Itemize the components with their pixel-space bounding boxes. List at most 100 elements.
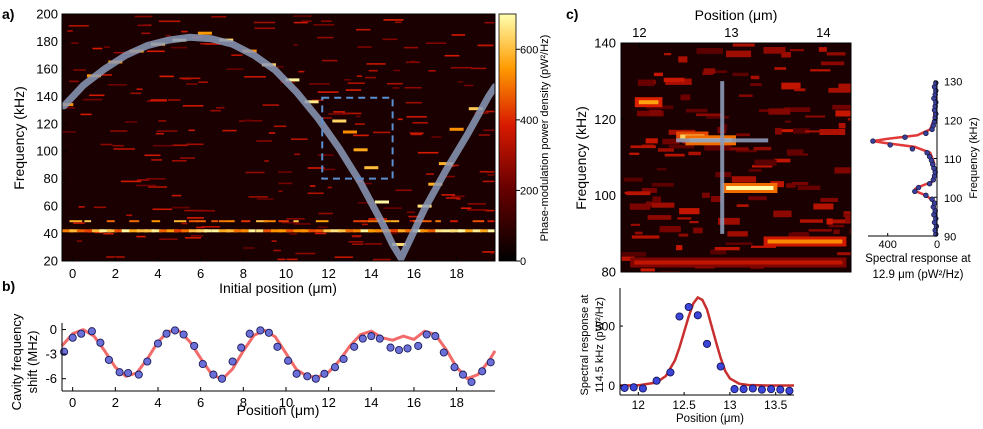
panel-b-xtick-label: 4 [154, 395, 161, 410]
heatmap-band-segment [465, 229, 473, 233]
heatmap-noise-cell [243, 247, 255, 249]
heatmap-noise-cell [843, 213, 851, 217]
heatmap-noise-cell [256, 140, 273, 142]
panel-b-data-point [422, 330, 431, 339]
panel-c-crosshair [676, 81, 769, 234]
panel-c-bottom-points [620, 302, 794, 395]
heatmap-noise-cell [172, 144, 188, 147]
heatmap-noise-cell [322, 59, 338, 62]
heatmap-noise-cell [317, 91, 339, 93]
heatmap-noise-cell [257, 198, 274, 200]
panel-c-side-data-point [887, 142, 893, 148]
heatmap-noise-cell [403, 46, 419, 49]
panel-c-bottom-data-point [629, 383, 638, 392]
heatmap-band-segment [278, 220, 289, 223]
panel-c-side-data-point [902, 134, 908, 140]
panel-c-side: 400 0 90 100 110 120 130 Frequency (kHz) Spect… [865, 77, 980, 282]
panel-c-bottom-ytick-label: 500 [595, 320, 615, 334]
heatmap-noise-cell [321, 20, 332, 22]
heatmap-noise-cell [450, 66, 473, 69]
panel-a-xtick-label: 18 [449, 266, 463, 281]
panel-c-xtick-label: 12 [632, 25, 646, 40]
panel-c-side-data-point [924, 150, 930, 156]
heatmap-noise-cell [789, 49, 804, 52]
heatmap-noise-cell [832, 104, 851, 110]
panel-c-bottom-data-point [748, 384, 757, 393]
panel-c-side-data-point [929, 196, 935, 202]
panel-b-data-point [375, 334, 384, 343]
panel-c-xlabel: Position (μm) [695, 7, 778, 23]
panel-b-data-point [403, 344, 412, 353]
panel-a-axes: 0 2 4 6 8 10 12 14 16 18 20 40 60 80 100 120 140 160 180 20… [36, 7, 464, 282]
panel-b-data-point [367, 332, 376, 341]
heatmap-noise-cell [333, 111, 345, 113]
heatmap-noise-cell [696, 113, 723, 117]
heatmap-noise-cell [314, 232, 327, 235]
heatmap-noise-cell [110, 130, 128, 132]
heatmap-band-segment [69, 229, 79, 233]
heatmap-noise-cell [386, 82, 403, 85]
heatmap-noise-cell [298, 70, 305, 73]
heatmap-noise-cell [731, 176, 757, 183]
heatmap-noise-cell [293, 21, 308, 24]
panel-a-xtick-label: 14 [364, 266, 378, 281]
heatmap-noise-cell [231, 54, 243, 56]
heatmap-peak [638, 100, 659, 105]
heatmap-noise-cell [677, 217, 692, 220]
heatmap-noise-cell [794, 88, 806, 92]
heatmap-band-segment [211, 220, 218, 223]
heatmap-noise-cell [395, 21, 402, 24]
heatmap-band-segment [375, 229, 388, 233]
heatmap-noise-cell [190, 235, 204, 237]
heatmap-band-segment [487, 220, 495, 223]
panel-b-data-point [386, 343, 395, 352]
heatmap-noise-cell [136, 235, 146, 238]
heatmap-band-segment [233, 229, 246, 233]
heatmap-noise-cell [818, 47, 827, 52]
heatmap-noise-cell [826, 52, 846, 56]
panel-b-data-point [217, 374, 227, 383]
heatmap-band-segment [106, 220, 115, 223]
heatmap-band-segment [174, 229, 185, 233]
heatmap-noise-cell [634, 231, 643, 235]
heatmap-noise-cell [751, 165, 773, 168]
heatmap-noise-cell [406, 116, 427, 118]
panel-b-data-point [311, 374, 320, 383]
heatmap-band-segment [315, 220, 329, 223]
panel-c-ylabel: Frequency (kHz) [573, 106, 589, 209]
panel-c-bottom-data-point [730, 385, 739, 394]
heatmap-noise-cell [392, 87, 400, 89]
heatmap-noise-cell [152, 208, 173, 211]
heatmap-band-segment [450, 220, 458, 223]
heatmap-noise-cell [647, 215, 672, 220]
panel-b-data-point [486, 358, 495, 367]
heatmap-noise-cell [751, 245, 776, 248]
panel-c-bottom-data-point [620, 383, 629, 392]
heatmap-noise-cell [181, 222, 188, 225]
heatmap-noise-cell [373, 131, 391, 134]
panel-b-data-point [339, 354, 348, 364]
heatmap-noise-cell [365, 76, 376, 79]
heatmap-noise-cell [470, 67, 487, 70]
heatmap-noise-cell [383, 207, 402, 209]
heatmap-noise-cell [646, 105, 674, 110]
panel-c-side-fit-curve [872, 80, 937, 237]
colorbar-label: Phase-modulation power density (pW²/Hz) [539, 35, 551, 242]
heatmap-band-segment [91, 229, 105, 233]
panel-c-bottom-data-point [767, 385, 776, 394]
panel-b-data-point [450, 363, 459, 372]
panel-b-data-point [303, 372, 312, 381]
panel-c-bottom-data-point [684, 302, 693, 312]
heatmap-noise-cell [460, 207, 472, 209]
heatmap-band-segment [442, 229, 456, 233]
heatmap-noise-cell [293, 44, 298, 46]
heatmap-noise-cell [735, 149, 757, 153]
heatmap-noise-cell [483, 129, 495, 132]
heatmap-band-segment [353, 220, 366, 223]
panel-c-bottom-xtick-label: 12 [632, 398, 646, 412]
heatmap-noise-cell [482, 180, 495, 183]
panel-b-data-point [124, 368, 133, 378]
heatmap-band-segment [106, 229, 117, 233]
heatmap-band-segment [129, 229, 140, 233]
heatmap-band-segment [129, 220, 140, 223]
